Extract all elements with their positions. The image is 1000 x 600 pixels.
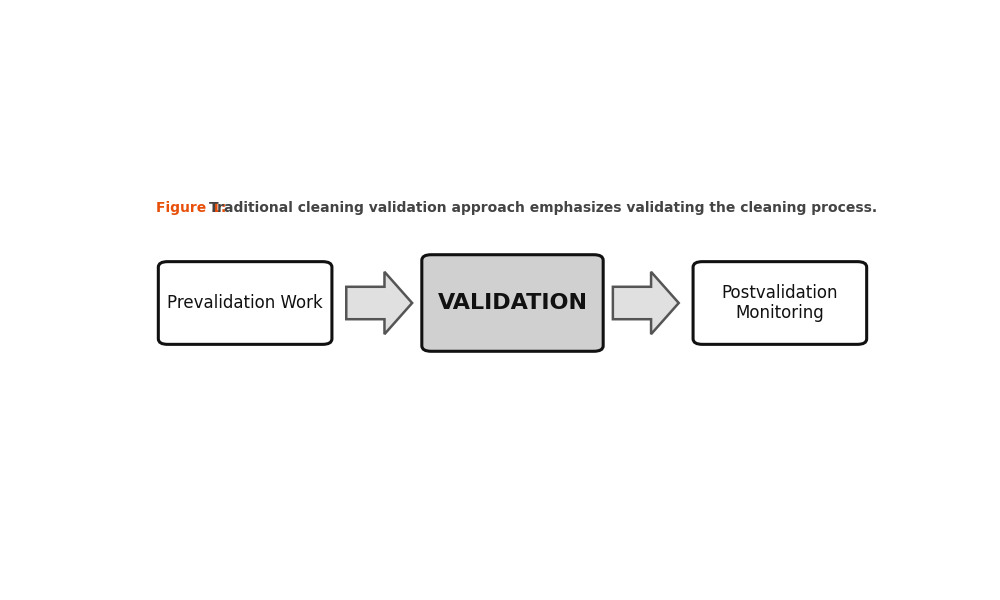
Text: VALIDATION: VALIDATION	[438, 293, 588, 313]
Polygon shape	[346, 272, 412, 334]
FancyBboxPatch shape	[158, 262, 332, 344]
Text: Traditional cleaning validation approach emphasizes validating the cleaning proc: Traditional cleaning validation approach…	[209, 201, 877, 215]
FancyBboxPatch shape	[422, 255, 603, 351]
FancyBboxPatch shape	[693, 262, 867, 344]
Polygon shape	[613, 272, 679, 334]
Text: Figure 1:: Figure 1:	[156, 201, 226, 215]
Text: Prevalidation Work: Prevalidation Work	[167, 294, 323, 312]
Text: Postvalidation
Monitoring: Postvalidation Monitoring	[722, 284, 838, 322]
